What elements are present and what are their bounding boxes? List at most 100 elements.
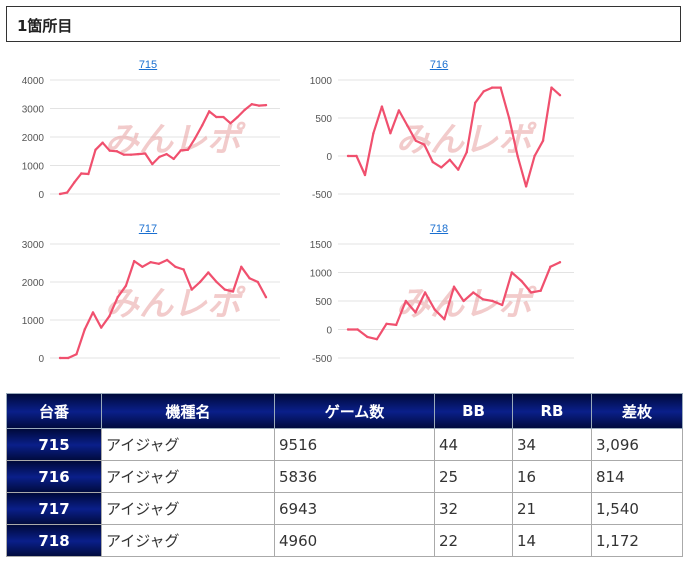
data-point — [423, 291, 427, 294]
data-point — [190, 288, 194, 291]
y-tick-label: 0 — [326, 326, 332, 337]
data-point — [157, 262, 161, 265]
data-point — [124, 284, 128, 287]
data-point — [115, 150, 119, 153]
chart-title-link[interactable]: 718 — [429, 223, 449, 235]
data-point — [465, 151, 468, 154]
data-point — [375, 337, 379, 341]
data-point — [516, 154, 519, 158]
data-point — [73, 181, 76, 184]
data-point — [539, 289, 542, 292]
rb-count: 21 — [512, 492, 592, 525]
data-point — [122, 153, 126, 156]
diff-value: 814 — [591, 460, 683, 493]
machine-number: 716 — [6, 460, 102, 493]
data-point — [414, 139, 418, 142]
data-point — [136, 152, 140, 156]
table-header-row: 台番 機種名 ゲーム数 BB RB 差枚 — [6, 393, 683, 429]
data-point — [529, 291, 533, 294]
data-point — [149, 261, 152, 264]
data-point — [165, 258, 169, 262]
rb-count: 16 — [512, 460, 592, 493]
y-tick-label: 0 — [38, 190, 44, 201]
data-point — [491, 299, 494, 303]
data-point — [151, 162, 154, 166]
data-point — [443, 318, 446, 321]
chart-718: 718 1500 1000 500 0 -500 みんレポ — [294, 220, 584, 370]
game-count: 6943 — [274, 492, 435, 525]
machine-number: 718 — [6, 524, 102, 557]
chart-717: 717 3000 2000 1000 0 みんレポ — [6, 220, 290, 370]
rb-count: 14 — [512, 524, 592, 557]
data-point — [397, 109, 401, 112]
table-row: 718 アイジャグ 4960 22 14 1,172 — [6, 524, 683, 557]
game-count: 9516 — [274, 428, 435, 461]
data-point — [58, 356, 62, 360]
data-point — [264, 296, 268, 299]
data-point — [346, 328, 350, 331]
section-title: 1箇所目 — [17, 17, 73, 35]
data-point — [100, 326, 103, 329]
header-game-count: ゲーム数 — [274, 393, 435, 429]
data-point — [385, 322, 388, 325]
data-point — [243, 108, 246, 112]
data-point — [394, 323, 398, 327]
data-point — [482, 90, 485, 93]
data-point — [500, 303, 504, 307]
data-point — [223, 288, 226, 291]
y-tick-label: 1000 — [310, 269, 333, 280]
bb-count: 25 — [434, 460, 513, 493]
data-point — [366, 335, 369, 339]
data-point — [108, 149, 111, 152]
data-point — [222, 115, 225, 119]
data-point — [198, 280, 202, 284]
data-point — [533, 154, 536, 158]
data-point — [94, 148, 97, 152]
chart-title-link[interactable]: 717 — [138, 223, 158, 235]
data-point — [65, 191, 69, 194]
data-point — [423, 143, 426, 146]
y-tick-label: 2000 — [22, 133, 45, 144]
data-point — [141, 265, 144, 268]
data-point — [108, 315, 111, 318]
chart-title-link[interactable]: 715 — [138, 59, 158, 71]
data-point — [433, 308, 436, 311]
data-point — [250, 103, 253, 106]
data-point — [355, 154, 358, 158]
watermark-logo: みんレポ — [105, 120, 246, 160]
data-point — [182, 268, 185, 271]
table-row: 717 アイジャグ 6943 32 21 1,540 — [6, 492, 683, 525]
data-point — [499, 86, 502, 89]
game-count: 5836 — [274, 460, 435, 493]
game-count: 4960 — [274, 524, 435, 557]
data-point — [101, 141, 104, 144]
model-name: アイジャグ — [101, 428, 275, 461]
data-point — [346, 154, 350, 158]
data-point — [231, 290, 235, 293]
data-point — [200, 124, 204, 127]
model-name: アイジャグ — [101, 492, 275, 525]
machine-table: 台番 機種名 ゲーム数 BB RB 差枚 715 アイジャグ 9516 44 3… — [6, 393, 683, 557]
data-point — [264, 103, 268, 107]
y-tick-label: 3000 — [22, 105, 45, 116]
data-point — [87, 172, 90, 176]
bb-count: 22 — [434, 524, 513, 557]
y-tick-label: 1000 — [22, 162, 45, 173]
data-point — [256, 280, 259, 284]
data-point — [240, 265, 243, 268]
rb-count: 34 — [512, 428, 592, 461]
data-point — [83, 328, 86, 331]
data-point — [550, 86, 553, 89]
data-point — [507, 116, 511, 120]
data-point — [80, 172, 83, 175]
y-tick-label: -500 — [312, 190, 332, 201]
watermark-logo: みんレポ — [105, 284, 246, 324]
chart-title-link[interactable]: 716 — [429, 59, 449, 71]
data-point — [158, 155, 161, 159]
watermark-logo: みんレポ — [396, 284, 537, 324]
data-point — [179, 149, 182, 152]
y-tick-label: 3000 — [22, 240, 45, 251]
y-tick-label: 500 — [315, 114, 332, 125]
chart-716: 716 1000 500 0 -500 みんレポ — [294, 56, 584, 206]
data-point — [372, 132, 375, 135]
